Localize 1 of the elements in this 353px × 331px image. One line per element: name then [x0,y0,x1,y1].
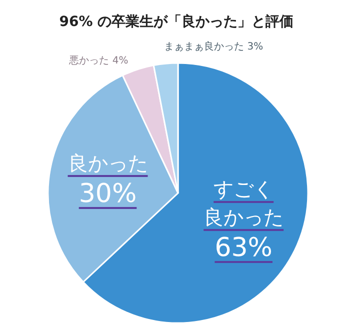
chart-title: 96% の卒業生が「良かった」と評価 [59,13,294,30]
